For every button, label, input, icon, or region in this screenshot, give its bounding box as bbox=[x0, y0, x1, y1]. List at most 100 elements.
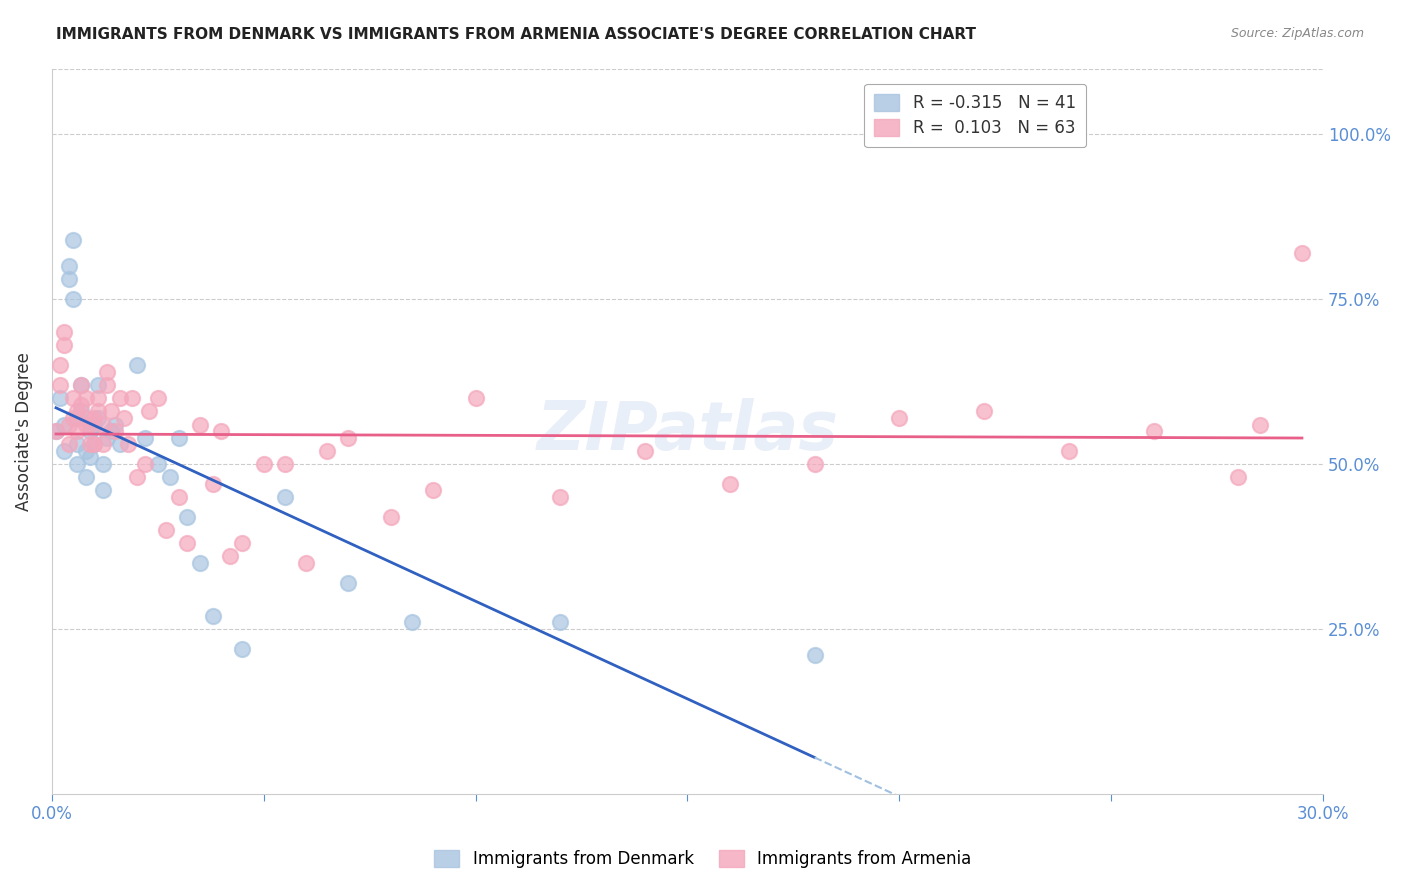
Point bbox=[176, 536, 198, 550]
Point bbox=[83, 417, 105, 432]
Point bbox=[100, 404, 122, 418]
Point bbox=[104, 417, 127, 432]
Point bbox=[125, 358, 148, 372]
Point bbox=[62, 391, 84, 405]
Point bbox=[108, 437, 131, 451]
Point bbox=[112, 411, 135, 425]
Point bbox=[66, 424, 89, 438]
Point bbox=[104, 424, 127, 438]
Point bbox=[75, 411, 97, 425]
Point bbox=[96, 378, 118, 392]
Text: IMMIGRANTS FROM DENMARK VS IMMIGRANTS FROM ARMENIA ASSOCIATE'S DEGREE CORRELATIO: IMMIGRANTS FROM DENMARK VS IMMIGRANTS FR… bbox=[56, 27, 976, 42]
Point bbox=[159, 470, 181, 484]
Point bbox=[108, 391, 131, 405]
Point bbox=[79, 424, 101, 438]
Point bbox=[66, 411, 89, 425]
Point bbox=[70, 404, 93, 418]
Point bbox=[337, 431, 360, 445]
Point bbox=[66, 404, 89, 418]
Point bbox=[66, 457, 89, 471]
Point bbox=[201, 476, 224, 491]
Point bbox=[167, 431, 190, 445]
Point bbox=[718, 476, 741, 491]
Point bbox=[91, 417, 114, 432]
Text: Source: ZipAtlas.com: Source: ZipAtlas.com bbox=[1230, 27, 1364, 40]
Point bbox=[188, 556, 211, 570]
Point bbox=[58, 437, 80, 451]
Point bbox=[176, 509, 198, 524]
Point bbox=[83, 437, 105, 451]
Point bbox=[96, 431, 118, 445]
Point bbox=[1142, 424, 1164, 438]
Point bbox=[231, 536, 253, 550]
Text: ZIPatlas: ZIPatlas bbox=[537, 398, 838, 464]
Point bbox=[401, 615, 423, 630]
Point bbox=[49, 358, 72, 372]
Point bbox=[75, 391, 97, 405]
Point bbox=[91, 457, 114, 471]
Point bbox=[167, 490, 190, 504]
Point bbox=[295, 556, 318, 570]
Point bbox=[274, 457, 297, 471]
Point bbox=[188, 417, 211, 432]
Point bbox=[83, 411, 105, 425]
Point bbox=[49, 391, 72, 405]
Point bbox=[803, 648, 825, 663]
Point bbox=[58, 272, 80, 286]
Point bbox=[889, 411, 911, 425]
Point bbox=[134, 457, 156, 471]
Point bbox=[201, 608, 224, 623]
Point bbox=[550, 490, 572, 504]
Point bbox=[96, 365, 118, 379]
Point bbox=[125, 470, 148, 484]
Point bbox=[550, 615, 572, 630]
Point bbox=[218, 549, 240, 564]
Point bbox=[53, 338, 76, 352]
Legend: Immigrants from Denmark, Immigrants from Armenia: Immigrants from Denmark, Immigrants from… bbox=[427, 843, 979, 875]
Point bbox=[58, 417, 80, 432]
Point bbox=[75, 417, 97, 432]
Point bbox=[973, 404, 995, 418]
Point bbox=[121, 391, 143, 405]
Point bbox=[87, 404, 110, 418]
Point bbox=[53, 417, 76, 432]
Point bbox=[253, 457, 276, 471]
Point bbox=[79, 417, 101, 432]
Point bbox=[53, 325, 76, 339]
Point bbox=[58, 260, 80, 274]
Point bbox=[62, 292, 84, 306]
Point bbox=[380, 509, 402, 524]
Point bbox=[87, 391, 110, 405]
Point bbox=[146, 391, 169, 405]
Point bbox=[45, 424, 67, 438]
Point bbox=[70, 398, 93, 412]
Point bbox=[1057, 443, 1080, 458]
Point bbox=[138, 404, 160, 418]
Point bbox=[75, 443, 97, 458]
Legend: R = -0.315   N = 41, R =  0.103   N = 63: R = -0.315 N = 41, R = 0.103 N = 63 bbox=[865, 84, 1085, 147]
Point bbox=[803, 457, 825, 471]
Point bbox=[49, 378, 72, 392]
Point bbox=[231, 641, 253, 656]
Point bbox=[464, 391, 486, 405]
Y-axis label: Associate's Degree: Associate's Degree bbox=[15, 351, 32, 510]
Point bbox=[62, 411, 84, 425]
Point bbox=[70, 378, 93, 392]
Point bbox=[62, 233, 84, 247]
Point bbox=[45, 424, 67, 438]
Point bbox=[1249, 417, 1271, 432]
Point bbox=[53, 443, 76, 458]
Point bbox=[1227, 470, 1250, 484]
Point bbox=[87, 411, 110, 425]
Point bbox=[155, 523, 177, 537]
Point bbox=[117, 437, 139, 451]
Point bbox=[337, 575, 360, 590]
Point bbox=[87, 378, 110, 392]
Point bbox=[66, 437, 89, 451]
Point bbox=[100, 424, 122, 438]
Point bbox=[316, 443, 339, 458]
Point bbox=[134, 431, 156, 445]
Point bbox=[1291, 246, 1313, 260]
Point bbox=[83, 437, 105, 451]
Point bbox=[146, 457, 169, 471]
